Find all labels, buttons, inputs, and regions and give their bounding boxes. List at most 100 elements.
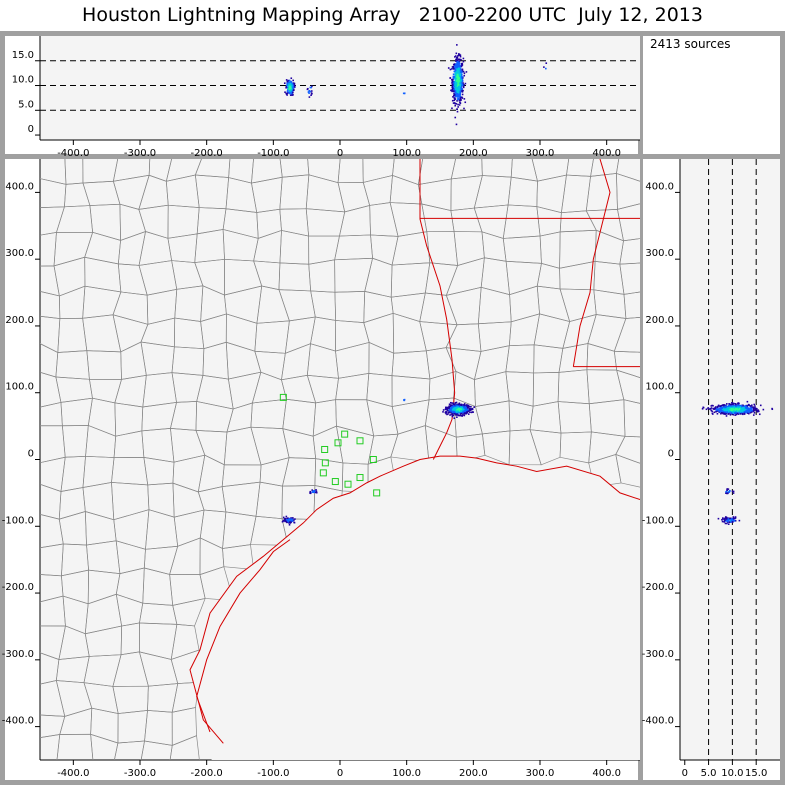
county-outline xyxy=(566,159,594,177)
lightning-source xyxy=(451,80,454,83)
county-outline xyxy=(307,159,341,184)
county-outline xyxy=(82,159,119,184)
lightning-source xyxy=(459,68,462,70)
lightning-source xyxy=(738,407,741,410)
lightning-source xyxy=(465,411,467,413)
lightning-source xyxy=(469,411,471,413)
lightning-source xyxy=(453,412,455,414)
lightning-source xyxy=(293,85,296,87)
lightning-source xyxy=(724,404,727,407)
lightning-source xyxy=(456,66,458,69)
lightning-source xyxy=(734,409,736,412)
lightning-source xyxy=(285,520,288,523)
lightning-source xyxy=(286,83,289,86)
lightning-source xyxy=(715,409,718,412)
lightning-source xyxy=(454,84,456,87)
lightning-source xyxy=(458,67,460,70)
lightning-source xyxy=(454,85,457,88)
lightning-source xyxy=(458,409,461,412)
lightning-source xyxy=(745,407,748,410)
lightning-source xyxy=(451,107,453,110)
lightning-source xyxy=(463,107,465,110)
lightning-source xyxy=(283,82,286,85)
lightning-source xyxy=(315,489,317,491)
lightning-source xyxy=(739,406,742,409)
lightning-source xyxy=(771,408,774,411)
lightning-source xyxy=(453,102,456,104)
y-tick-label: -200.0 xyxy=(642,582,674,593)
lightning-source xyxy=(458,88,460,91)
lightning-source xyxy=(454,402,457,404)
lightning-source xyxy=(446,406,449,409)
lightning-source xyxy=(451,85,454,88)
lightning-source xyxy=(457,106,459,108)
lightning-source xyxy=(731,519,733,521)
lightning-source xyxy=(739,413,742,415)
lightning-source xyxy=(454,116,457,119)
lightning-source xyxy=(449,414,451,416)
source-count: 2413 sources xyxy=(650,37,731,51)
lightning-source xyxy=(289,91,291,94)
lightning-source xyxy=(735,411,738,414)
lightning-source xyxy=(308,92,310,94)
lightning-source xyxy=(749,409,752,412)
lightning-source xyxy=(743,410,746,413)
lightning-source xyxy=(457,405,460,408)
lightning-source xyxy=(469,407,471,410)
lightning-source xyxy=(732,409,734,411)
lightning-source xyxy=(453,99,456,102)
lightning-source xyxy=(452,78,454,81)
lightning-source xyxy=(287,84,290,87)
lightning-source xyxy=(289,87,292,90)
lightning-source xyxy=(290,92,293,95)
lightning-source xyxy=(455,71,458,73)
x-tick-label: 0 xyxy=(682,768,688,779)
lightning-source xyxy=(460,409,462,412)
x-tick-label: 400.0 xyxy=(592,768,621,779)
lightning-source xyxy=(461,409,464,412)
lightning-source xyxy=(707,407,709,410)
y-tick-label: 100.0 xyxy=(645,382,674,393)
x-tick-label: -300.0 xyxy=(124,768,156,779)
lightning-source xyxy=(713,408,715,411)
plan-view-map: -400.0 -300.0 -200.0 -100.0 0 100.0 200.0 300.0… xyxy=(2,159,640,779)
lightning-source xyxy=(725,518,728,520)
y-tick-label: 0 xyxy=(668,449,674,460)
lightning-source xyxy=(455,88,458,91)
y-tick-label: -100.0 xyxy=(2,515,34,526)
lightning-source xyxy=(453,94,456,96)
lightning-source xyxy=(457,95,460,97)
lightning-source xyxy=(748,411,751,413)
lightning-source xyxy=(721,406,723,409)
lightning-source xyxy=(292,84,294,87)
lightning-source xyxy=(459,84,462,87)
lightning-source xyxy=(762,408,765,411)
lightning-source xyxy=(458,93,460,95)
lightning-source xyxy=(454,63,457,66)
lma-station xyxy=(373,489,381,497)
lightning-source xyxy=(456,98,459,100)
county-outline xyxy=(619,262,640,295)
county-outline xyxy=(617,203,640,242)
lightning-source xyxy=(727,518,729,520)
lightning-source xyxy=(720,405,722,407)
y-tick-label: 15.0 xyxy=(12,50,34,61)
lightning-source xyxy=(284,520,286,523)
lightning-source xyxy=(288,79,291,82)
lightning-source xyxy=(453,76,456,79)
lightning-source xyxy=(289,94,292,96)
lightning-source xyxy=(284,518,286,520)
lightning-source xyxy=(448,403,451,406)
x-tick-label: 300.0 xyxy=(526,148,555,159)
lightning-source xyxy=(731,517,733,520)
lightning-source xyxy=(310,86,312,89)
lightning-source xyxy=(470,411,473,414)
lightning-source xyxy=(455,401,458,404)
lightning-source xyxy=(711,412,714,415)
lightning-source xyxy=(727,492,729,495)
lightning-source xyxy=(288,523,291,526)
plot-area xyxy=(680,159,780,760)
lightning-source xyxy=(309,492,311,494)
lightning-source xyxy=(743,408,745,411)
lightning-source xyxy=(287,521,290,523)
